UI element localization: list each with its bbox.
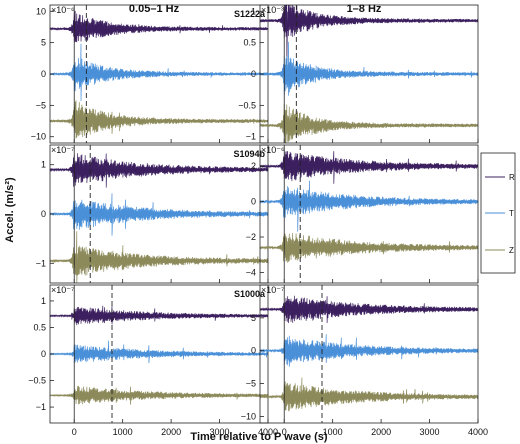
y-tick-label: −1: [36, 258, 46, 268]
traces-group: [260, 285, 478, 423]
column-title-right: 1–8 Hz: [347, 3, 382, 15]
y-multiplier-label: ×10⁻⁶: [261, 145, 285, 155]
trace-z: [260, 103, 478, 143]
traces-group: [50, 285, 268, 423]
x-tick-label: 1000: [113, 427, 133, 437]
y-tick-label: 1: [41, 160, 46, 170]
y-tick-label: 5: [251, 313, 256, 323]
trace-z: [50, 100, 268, 139]
y-tick-label: 2: [251, 161, 256, 171]
y-axis-label: Accel. (m/s²): [4, 177, 16, 243]
traces-group: [260, 145, 478, 283]
panel-frame: [259, 144, 479, 284]
y-tick-label: −1: [36, 402, 46, 412]
x-tick-label: 0: [282, 427, 287, 437]
event-label: S1222a: [234, 9, 266, 19]
x-tick-label: 4000: [468, 427, 488, 437]
y-tick-label: 0.5: [243, 38, 256, 48]
panel-0-1: −1 −0.5 0 0.5 1 ×10⁻³: [238, 4, 479, 144]
panel-1-1: −4 −2 0 2 ×10⁻⁶: [246, 144, 479, 284]
event-label: S1094b: [233, 149, 265, 159]
legend-label-z: Z: [509, 246, 514, 255]
y-multiplier-label: ×10⁻⁷: [51, 285, 74, 295]
y-multiplier-label: ×10⁻⁷: [51, 145, 74, 155]
y-multiplier-label: ×10⁻⁶: [51, 5, 75, 15]
x-tick-label: 1000: [323, 427, 343, 437]
y-tick-label: 0: [251, 346, 256, 356]
y-tick-label: 0.5: [33, 322, 46, 332]
x-tick-label: 3000: [210, 427, 230, 437]
trace-z: [50, 385, 268, 405]
trace-r: [50, 153, 268, 188]
trace-z: [260, 233, 478, 263]
panel-2-0: −1 −0.5 0 0.5 1 0 1000 2000 3000 4000 ×10⁻⁷ S1000a: [28, 284, 278, 437]
y-tick-label: 0: [41, 209, 46, 219]
event-label: S1000a: [234, 289, 266, 299]
y-tick-label: 10: [36, 6, 46, 16]
y-tick-label: 0: [41, 349, 46, 359]
y-tick-label: −2: [246, 232, 256, 242]
y-tick-label: −4: [246, 267, 256, 277]
x-tick-label: 2000: [161, 427, 181, 437]
legend-label-t: T: [509, 209, 514, 218]
y-tick-label: 0: [251, 69, 256, 79]
y-tick-label: −0.5: [238, 100, 256, 110]
y-tick-label: 1: [41, 296, 46, 306]
legend-label-r: R: [509, 173, 515, 182]
x-axis-label: Time relative to P wave (s): [190, 431, 327, 443]
y-multiplier-label: ×10⁻³: [261, 5, 284, 15]
trace-r: [260, 151, 478, 184]
x-tick-label: 0: [72, 427, 77, 437]
y-tick-label: −10: [241, 411, 256, 421]
y-tick-label: 5: [41, 38, 46, 48]
x-tick-label: 3000: [420, 427, 440, 437]
panel-2-1: −10 −5 0 5 0 1000 2000 3000 4000 ×10⁻⁷: [241, 284, 488, 437]
trace-t: [260, 41, 478, 96]
trace-r: [50, 305, 268, 326]
trace-z: [260, 377, 478, 412]
trace-t: [50, 43, 268, 102]
y-tick-label: 0: [41, 69, 46, 79]
trace-t: [50, 340, 268, 364]
y-tick-label: −5: [246, 379, 256, 389]
trace-t: [260, 180, 478, 232]
y-tick-label: 0: [251, 197, 256, 207]
panel-frame: [259, 284, 479, 424]
y-tick-label: −10: [31, 132, 46, 142]
trace-t: [50, 193, 268, 236]
x-tick-label: 4000: [258, 427, 278, 437]
y-tick-label: −1: [246, 132, 256, 142]
traces-group: [50, 5, 268, 143]
y-tick-label: −0.5: [28, 376, 46, 386]
y-multiplier-label: ×10⁻⁷: [261, 285, 284, 295]
y-tick-label: 1: [251, 6, 256, 16]
panel-1-0: −1 0 1 ×10⁻⁷ S1094b: [36, 144, 269, 284]
x-tick-label: 2000: [371, 427, 391, 437]
y-tick-label: −5: [36, 100, 46, 110]
column-title-left: 0.05–1 Hz: [129, 3, 180, 15]
legend: R T Z: [480, 152, 516, 274]
trace-z: [50, 231, 268, 283]
traces-group: [260, 5, 478, 143]
trace-r: [260, 295, 478, 324]
traces-group: [50, 145, 268, 283]
